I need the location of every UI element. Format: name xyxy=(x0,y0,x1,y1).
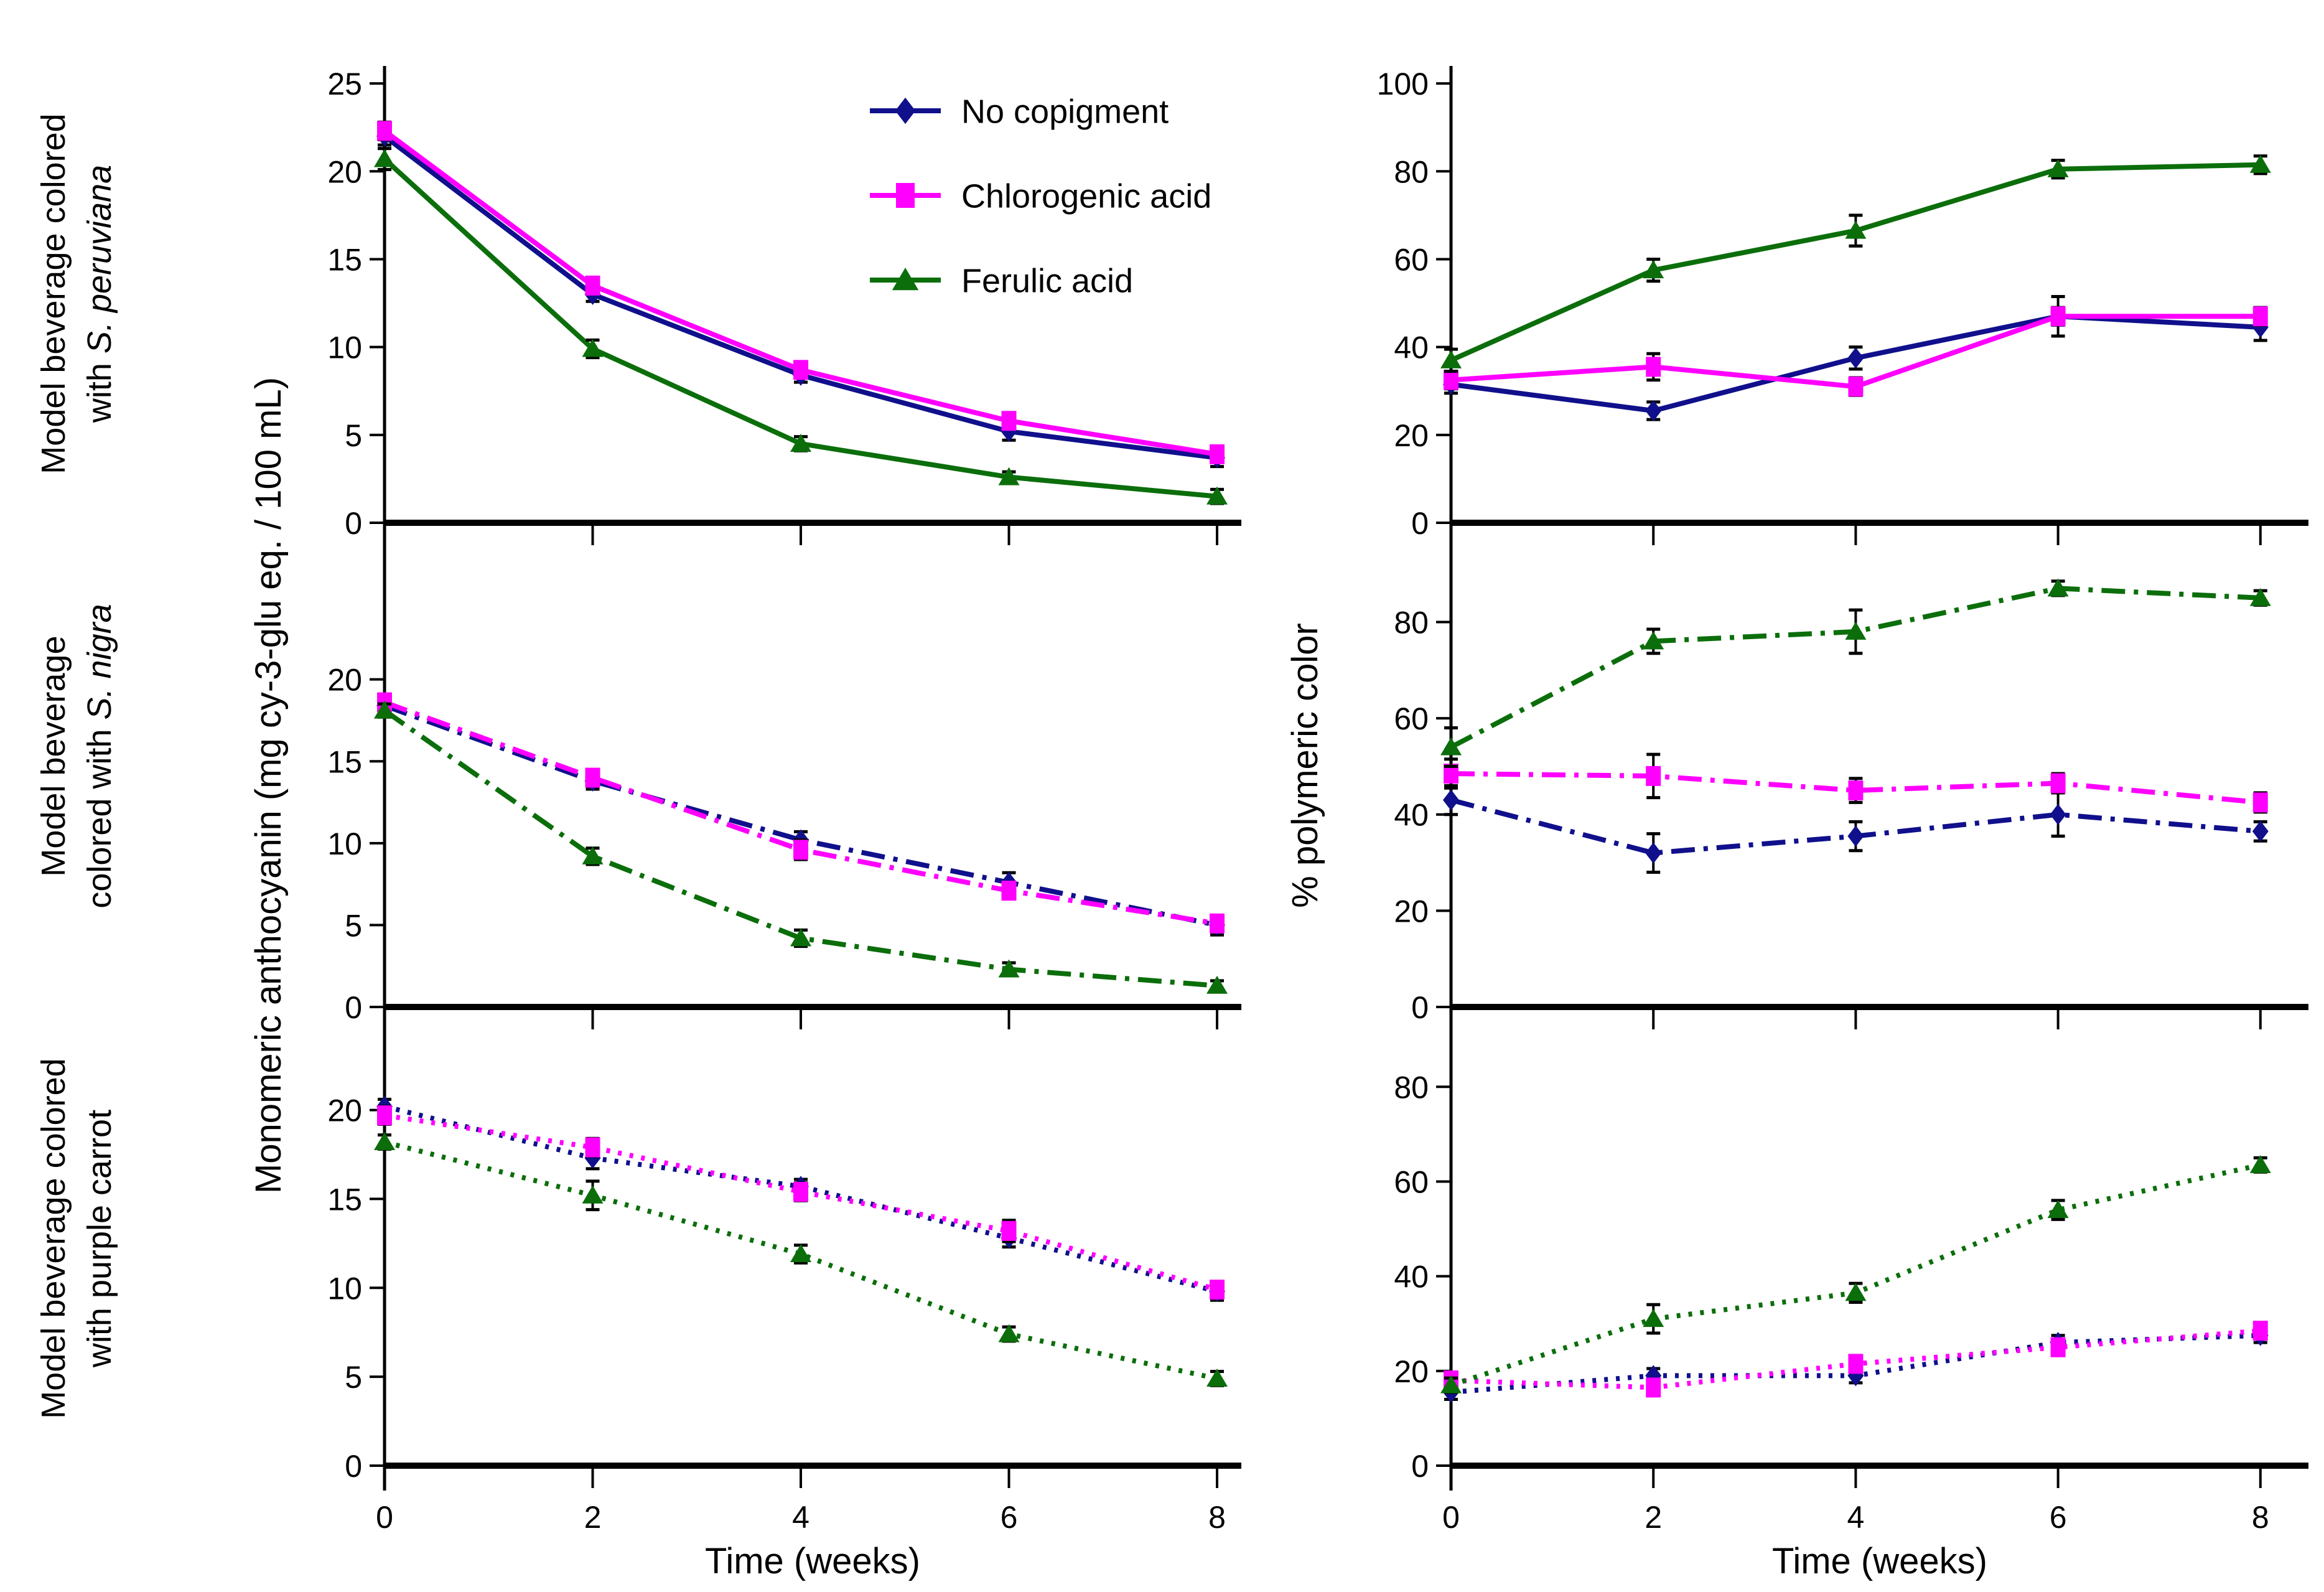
x-tick-label: 8 xyxy=(1208,1500,1226,1535)
y-tick-label: 100 xyxy=(1377,67,1429,101)
y-tick-label: 10 xyxy=(327,330,362,365)
series-line-diamond xyxy=(383,703,1218,928)
y-tick-label: 40 xyxy=(1394,330,1429,365)
y-tick-label: 15 xyxy=(327,242,362,277)
x-tick-label: 4 xyxy=(1847,1500,1864,1535)
series-line-triangle xyxy=(384,1140,1218,1381)
y-tick-label: 80 xyxy=(1394,154,1429,189)
legend: No copigment Chlorogenic acid Ferulic acid xyxy=(870,93,1211,299)
y-tick-label: 10 xyxy=(327,1271,362,1306)
y-tick-label: 20 xyxy=(327,1093,362,1128)
series-line-square xyxy=(383,700,1218,926)
series-line-diamond xyxy=(384,1103,1218,1294)
y-tick-label: 20 xyxy=(327,663,362,698)
x-axis-title-right: Time (weeks) xyxy=(1772,1541,1987,1581)
y-tick-label: 80 xyxy=(1394,605,1429,640)
y-tick-label: 0 xyxy=(345,506,362,541)
y-tick-label: 25 xyxy=(327,67,362,101)
panel-nigra-monomeric: 0 5 10 15 20 xyxy=(327,531,1241,1032)
y-tick-label: 80 xyxy=(1394,1070,1429,1105)
y-tick-label: 20 xyxy=(1394,894,1429,929)
x-tick-label: 6 xyxy=(2050,1500,2067,1535)
x-tick-label: 4 xyxy=(792,1500,810,1535)
y-tick-label: 15 xyxy=(327,744,362,779)
x-tick-label: 0 xyxy=(1442,1500,1460,1535)
y-tick-label: 5 xyxy=(345,418,362,453)
series-line-triangle xyxy=(1450,162,2261,363)
y-tick-label: 0 xyxy=(1411,990,1429,1025)
y-tick-label: 20 xyxy=(327,154,362,189)
y-tick-label: 60 xyxy=(1394,701,1429,736)
x-axis-title-left: Time (weeks) xyxy=(705,1541,920,1581)
y-tick-label: 10 xyxy=(327,826,362,861)
y-tick-label: 20 xyxy=(1394,418,1429,453)
panel-nigra-polymeric: 0 20 40 60 80 xyxy=(1394,531,2308,1032)
y-tick-label: 0 xyxy=(345,1449,362,1484)
y-tick-label: 60 xyxy=(1394,242,1429,277)
y-tick-label: 0 xyxy=(1411,506,1429,541)
legend-label: No copigment xyxy=(961,93,1169,130)
x-tick-label: 6 xyxy=(1001,1500,1018,1535)
y-tick-label: 0 xyxy=(1411,1449,1429,1484)
panel-carrot-monomeric: 0 5 10 15 20 0 2 4 6 8 xyxy=(327,1021,1241,1535)
y-tick-label: 5 xyxy=(345,1360,362,1395)
x-tick-label: 0 xyxy=(376,1500,393,1535)
x-tick-label: 2 xyxy=(584,1500,602,1535)
y-tick-label: 15 xyxy=(327,1182,362,1217)
x-tick-label: 8 xyxy=(2252,1500,2269,1535)
y-tick-label: 5 xyxy=(345,908,362,943)
y-tick-label: 0 xyxy=(345,990,362,1025)
series-line-triangle xyxy=(1450,1162,2261,1388)
series-line-square xyxy=(1450,1328,2261,1390)
legend-label: Chlorogenic acid xyxy=(961,177,1211,215)
y-tick-label: 20 xyxy=(1394,1354,1429,1389)
y-tick-label: 60 xyxy=(1394,1164,1429,1199)
x-tick-label: 2 xyxy=(1645,1500,1662,1535)
legend-label: Ferulic acid xyxy=(961,262,1133,299)
panel-carrot-polymeric: 0 20 40 60 80 0 2 4 6 8 xyxy=(1394,1021,2308,1535)
y-tick-label: 40 xyxy=(1394,1260,1429,1295)
y-tick-label: 40 xyxy=(1394,798,1429,833)
panel-peruviana-monomeric: 0 5 10 15 20 25 xyxy=(327,66,1241,548)
panel-peruviana-polymeric: 0 20 40 60 80 100 xyxy=(1377,66,2308,548)
